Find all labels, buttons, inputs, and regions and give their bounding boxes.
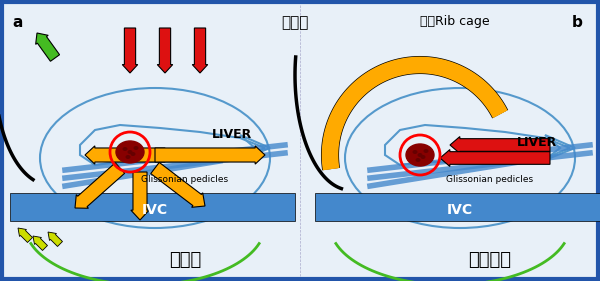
Text: 開腹下: 開腹下: [169, 251, 201, 269]
Text: a: a: [12, 15, 22, 30]
Ellipse shape: [125, 155, 131, 159]
Ellipse shape: [131, 152, 136, 156]
Ellipse shape: [413, 150, 418, 154]
FancyArrow shape: [122, 28, 138, 73]
FancyArrow shape: [48, 232, 62, 246]
Ellipse shape: [415, 158, 421, 162]
FancyArrow shape: [157, 28, 173, 73]
FancyArrow shape: [151, 162, 205, 207]
Text: IVC: IVC: [142, 203, 168, 217]
Ellipse shape: [128, 150, 133, 154]
FancyArrow shape: [75, 163, 125, 208]
FancyBboxPatch shape: [2, 2, 598, 279]
Text: LIVER: LIVER: [212, 128, 252, 142]
Bar: [10, 193, 295, 221]
Ellipse shape: [421, 155, 425, 159]
Text: 腹腔鏡下: 腹腔鏡下: [469, 251, 511, 269]
Text: IVC: IVC: [447, 203, 473, 217]
Text: 側面図: 側面図: [281, 15, 308, 30]
FancyArrow shape: [18, 228, 32, 243]
FancyArrow shape: [33, 236, 47, 250]
Ellipse shape: [406, 144, 434, 166]
Text: Glissonian pedicles: Glissonian pedicles: [142, 176, 229, 185]
FancyArrow shape: [440, 149, 550, 166]
Ellipse shape: [122, 147, 128, 151]
Ellipse shape: [133, 146, 139, 150]
Ellipse shape: [116, 141, 144, 163]
Text: 肋骨Rib cage: 肋骨Rib cage: [420, 15, 490, 28]
FancyArrow shape: [85, 146, 165, 164]
FancyArrow shape: [192, 28, 208, 73]
FancyArrow shape: [131, 172, 149, 220]
Bar: [315, 193, 600, 221]
FancyArrow shape: [35, 33, 59, 61]
Text: Glissonian pedicles: Glissonian pedicles: [446, 176, 533, 185]
Text: LIVER: LIVER: [517, 137, 557, 149]
Ellipse shape: [418, 153, 422, 157]
FancyArrow shape: [450, 137, 550, 153]
Text: b: b: [572, 15, 583, 30]
FancyArrow shape: [155, 146, 265, 164]
Ellipse shape: [424, 149, 428, 153]
